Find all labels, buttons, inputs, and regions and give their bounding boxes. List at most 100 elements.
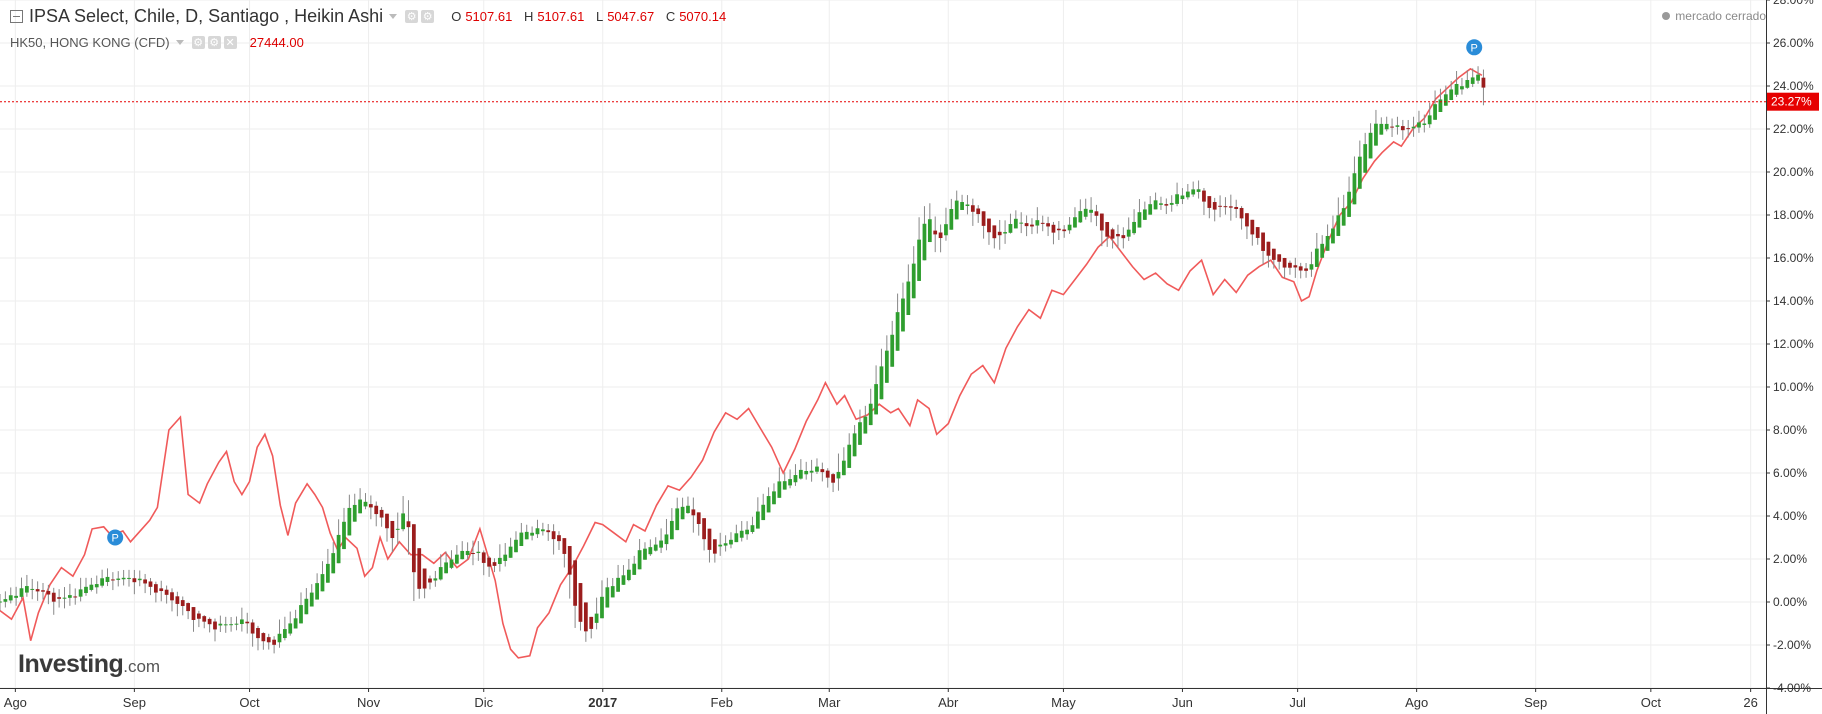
candle-up [616,577,620,592]
candle-up [1374,123,1378,146]
candle-down [46,590,51,595]
candle-down [196,613,201,619]
candle-up [1427,115,1432,125]
candle-down [696,512,701,524]
candle-up [347,507,352,536]
candle-down [557,535,561,542]
candle-up [1089,209,1093,213]
candle-up [84,586,88,594]
candle-up [78,589,83,597]
candle-up [643,548,647,560]
candle-up [476,551,481,554]
candle-up [277,633,282,643]
candle-up [648,547,653,555]
candle-up [686,505,690,514]
candle-up [1433,104,1437,120]
y-tick-label: 26.00% [1773,36,1814,50]
candle-up [1309,264,1314,270]
candle-up [1443,94,1448,106]
y-tick-label: -2.00% [1773,638,1811,652]
candle-down [1282,258,1287,268]
candle-down [471,553,475,555]
candle-up [14,595,19,598]
candle-up [922,223,927,261]
candle-up [1470,77,1475,84]
candle-up [352,504,357,522]
candle-up [24,586,29,593]
candle-up [680,506,685,520]
candle-up [433,578,438,581]
candle-up [1379,123,1384,135]
candle-up [304,598,309,615]
candle-down [1298,266,1303,271]
candle-up [342,521,346,550]
candle-up [1191,189,1196,195]
candle-down [132,578,137,583]
collapse-icon[interactable] [10,10,23,23]
candle-up [621,575,626,585]
candle-up [729,539,733,545]
candle-up [906,281,911,316]
candle-up [1460,86,1464,90]
compare-series-title[interactable]: HK50, HONG KONG (CFD) [10,35,170,50]
candle-down [73,596,78,598]
candle-down [180,600,185,607]
candle-up [363,501,368,507]
event-marker-icon [1466,39,1483,56]
candle-up [755,511,760,529]
candle-up [234,623,239,625]
candle-down [970,205,975,212]
candle-down [153,584,158,593]
settings-icon[interactable]: ⚙ [421,10,435,23]
candle-up [540,529,545,532]
chevron-down-icon[interactable] [175,40,184,45]
candle-up [336,534,341,564]
candle-up [718,544,723,547]
status-dot-icon [1662,12,1671,20]
candle-up [1454,83,1459,95]
candle-up [1422,123,1427,125]
candle-up [401,513,405,530]
candle-down [481,552,486,563]
x-tick-label: Ago [1405,695,1428,710]
compare-series-value: 27444.00 [249,35,304,50]
ohlc-values: O 5107.61 H 5107.61 L 5047.67 C 5070.14 [451,9,734,24]
candle-up [395,528,400,530]
candle-up [788,479,792,486]
candle-down [1255,227,1260,238]
settings-icon[interactable]: ⚙ [405,10,419,23]
candle-down [164,589,169,595]
candle-up [1003,232,1007,234]
candle-down [1207,196,1212,208]
candle-down [374,505,379,515]
candle-up [0,601,2,603]
candle-down [186,603,190,612]
chevron-down-icon[interactable] [389,14,398,19]
event-marker-label: P [112,533,119,545]
candle-down [159,588,164,592]
close-icon[interactable]: ✕ [223,36,237,49]
candle-down [170,592,174,601]
y-tick-label: 2.00% [1773,552,1807,566]
candle-down [1164,204,1169,206]
candle-up [30,588,35,590]
candle-up [1368,132,1373,159]
logo-brand: Investing [18,650,124,678]
candle-up [438,567,443,580]
candle-up [519,532,524,547]
x-tick-label: 2017 [588,695,617,710]
candle-down [820,469,825,473]
candle-down [825,470,830,478]
candle-up [659,540,663,548]
x-tick-label: Dic [474,695,493,710]
candle-down [492,562,497,566]
candle-down [1239,208,1244,219]
settings-icon[interactable]: ⚙ [207,36,221,49]
candle-up [460,550,465,560]
main-series-title[interactable]: IPSA Select, Chile, D, Santiago , Heikin… [29,6,384,26]
candle-down [110,579,115,581]
candle-up [1137,212,1142,228]
settings-icon[interactable]: ⚙ [191,36,205,49]
candle-up [793,475,798,483]
